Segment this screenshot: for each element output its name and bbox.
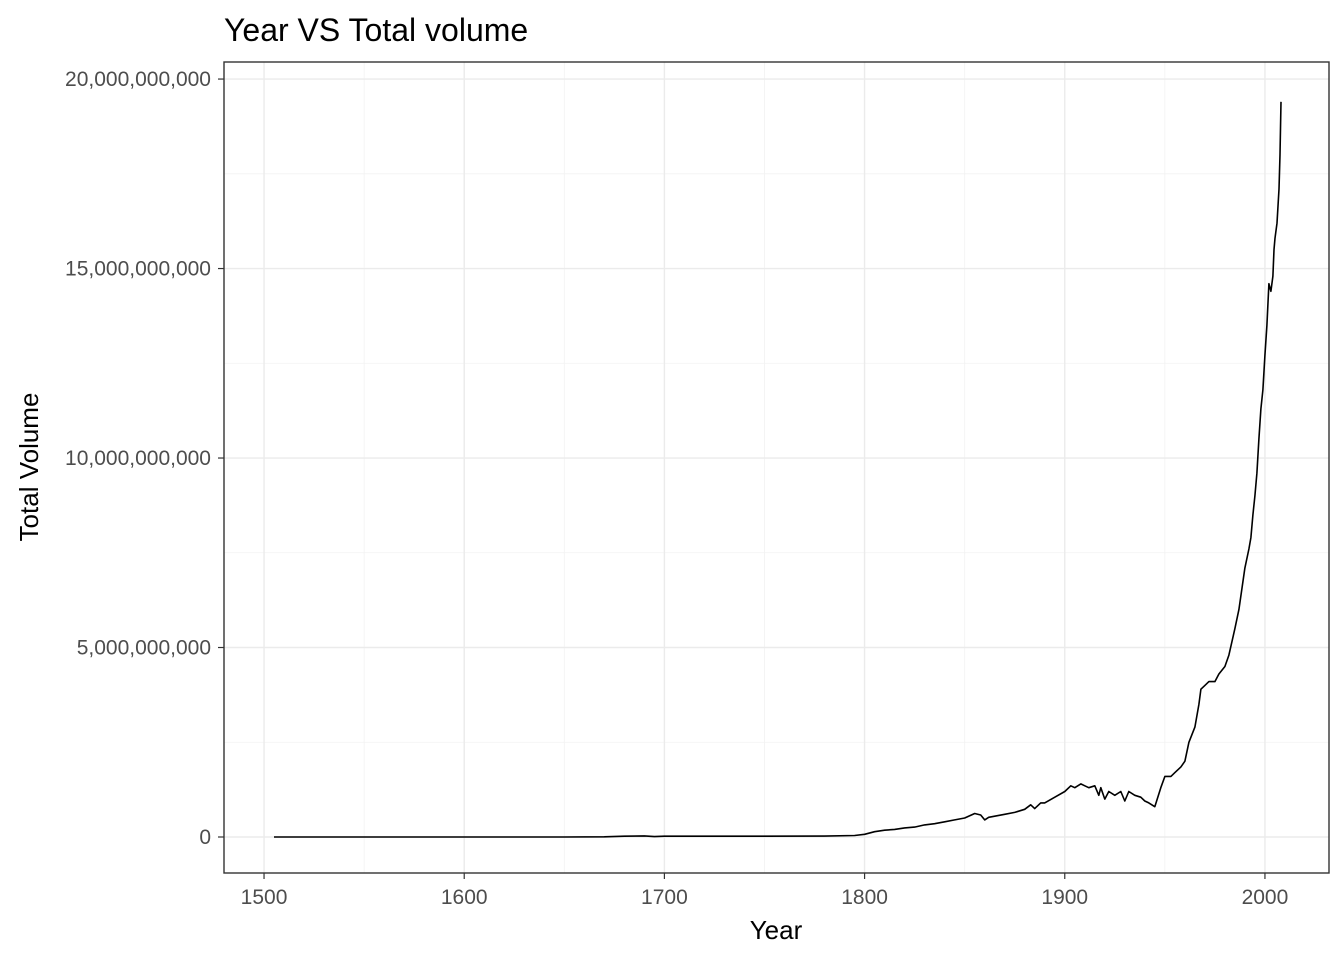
y-tick-label: 15,000,000,000 — [65, 258, 211, 281]
grid-lines — [224, 62, 1329, 873]
series-line — [274, 101, 1282, 838]
x-tick-label: 1500 — [241, 886, 288, 909]
y-tick-label: 20,000,000,000 — [65, 68, 211, 91]
x-tick-label: 2000 — [1242, 886, 1289, 909]
x-axis-title: Year — [750, 915, 803, 945]
data-series — [274, 101, 1282, 838]
y-tick-label: 5,000,000,000 — [77, 637, 211, 660]
y-axis-title: Total Volume — [14, 393, 44, 542]
y-tick-label: 0 — [199, 826, 211, 849]
panel-border — [223, 61, 1330, 874]
x-tick-label: 1900 — [1041, 886, 1088, 909]
x-tick-label: 1700 — [641, 886, 688, 909]
x-tick-label: 1600 — [441, 886, 488, 909]
chart-title: Year VS Total volume — [224, 12, 528, 48]
axis-ticks: 1500 1600 1700 1800 1900 2000 0 5,000,000,000 10… — [65, 68, 1288, 909]
x-tick-label: 1800 — [841, 886, 888, 909]
y-tick-label: 10,000,000,000 — [65, 447, 211, 470]
